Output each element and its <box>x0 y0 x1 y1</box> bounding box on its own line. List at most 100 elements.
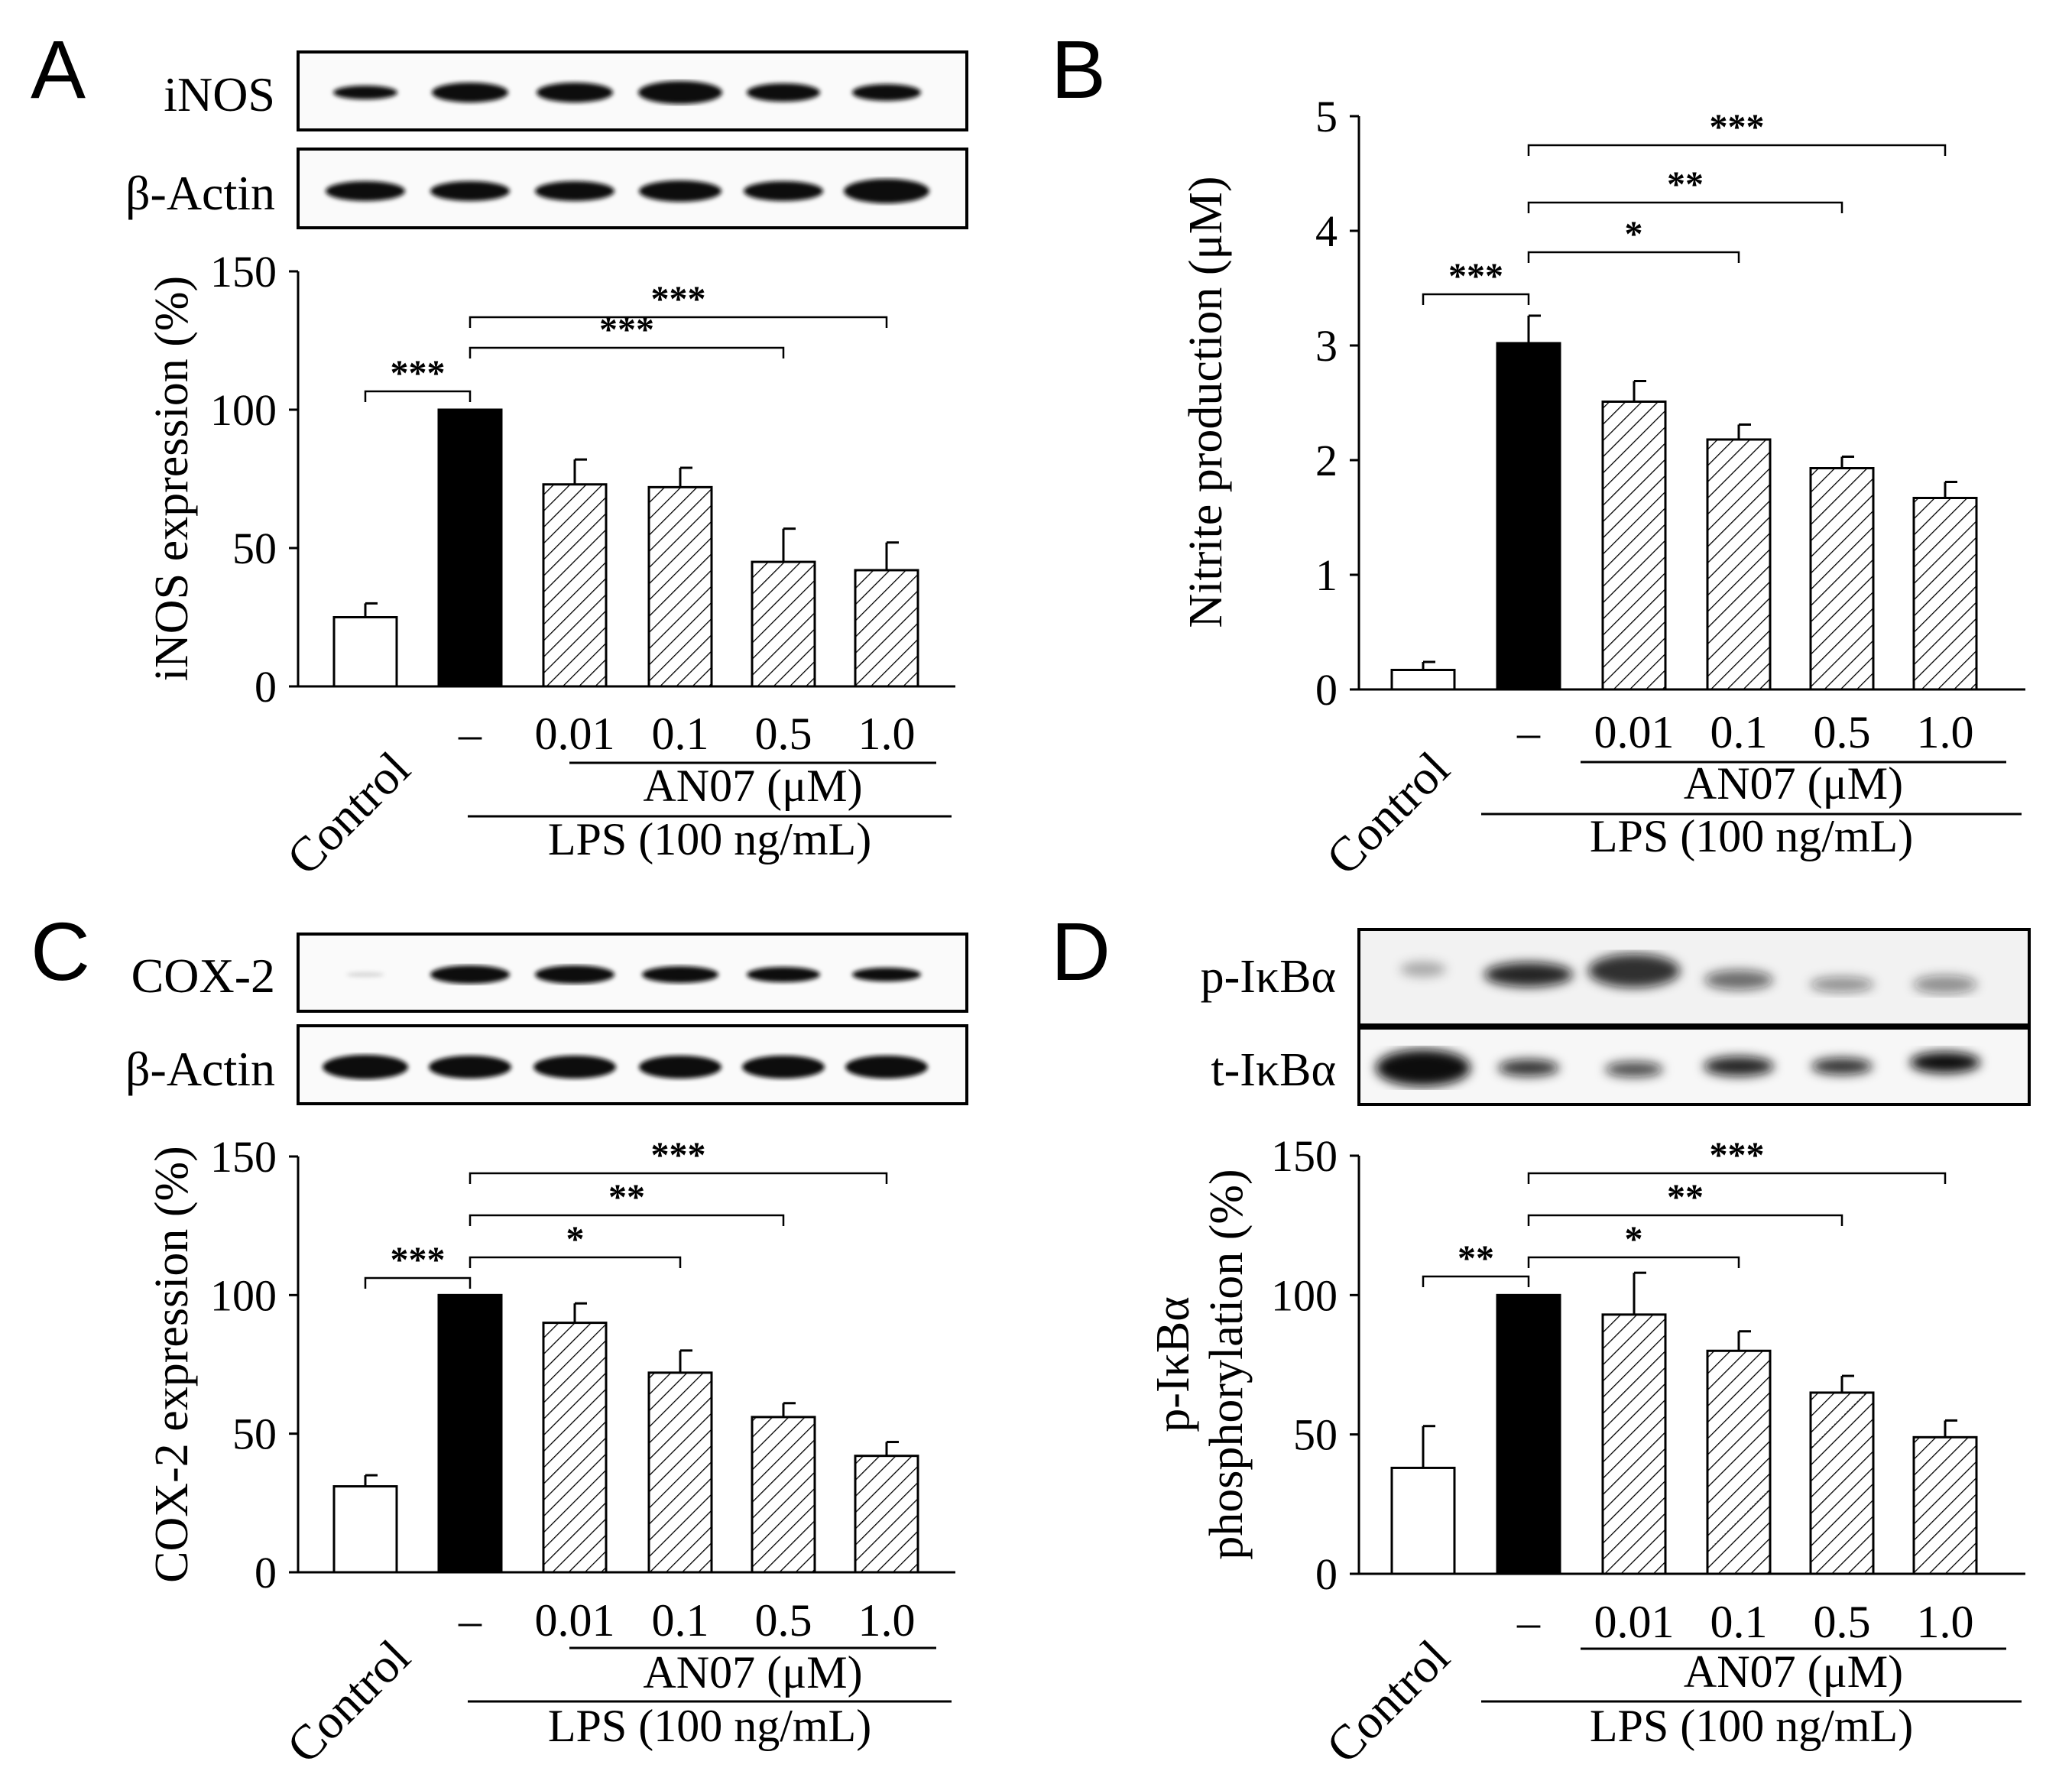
an07-label: AN07 (μM) <box>1684 758 1903 809</box>
significance-bracket <box>469 346 785 358</box>
blot-d-pikba <box>1357 928 2031 1027</box>
significance-bracket <box>469 316 888 328</box>
y-tick-label: 0 <box>255 662 277 712</box>
bar <box>751 560 816 688</box>
y-axis-label: Nitrite production (μM) <box>1180 176 1232 628</box>
significance-label: *** <box>1710 1135 1765 1176</box>
significance-bracket <box>1422 293 1530 305</box>
y-tick-label: 50 <box>1293 1410 1338 1460</box>
blot-label: iNOS <box>164 67 275 122</box>
y-tick-label: 150 <box>210 1132 277 1182</box>
x-tick-label: 0.5 <box>755 1595 812 1646</box>
panel-letter-a: A <box>31 23 86 115</box>
panel-letter-c: C <box>31 905 90 997</box>
significance-bracket <box>364 1276 472 1289</box>
x-tick-label: 0.5 <box>1814 707 1871 757</box>
bar <box>1496 1293 1561 1575</box>
y-tick-label: 100 <box>210 385 277 435</box>
x-tick-label: 0.01 <box>535 709 615 759</box>
bar <box>437 408 503 688</box>
significance-bracket <box>1527 1256 1740 1268</box>
bar <box>647 485 713 688</box>
significance-label: *** <box>1448 256 1503 297</box>
y-tick-label: 1 <box>1315 550 1338 600</box>
bar <box>1390 1466 1456 1575</box>
blot-label: β-Actin <box>125 1042 275 1096</box>
y-tick-label: 50 <box>232 524 277 573</box>
x-tick-label: – <box>1516 707 1541 757</box>
panel-letter-b: B <box>1051 23 1106 115</box>
blot-label: β-Actin <box>125 166 275 220</box>
panel-d-blots: p-IκBα t-IκBα <box>1201 928 2031 1106</box>
significance-bracket <box>364 390 472 402</box>
x-tick-label: Control <box>276 741 420 885</box>
x-tick-label: 1.0 <box>1917 1597 1974 1647</box>
lps-label: LPS (100 ng/mL) <box>1590 811 1913 861</box>
x-tick-label: Control <box>1315 1630 1459 1773</box>
x-tick-label: – <box>1516 1597 1541 1647</box>
y-tick-label: 3 <box>1315 321 1338 371</box>
x-tick-label: 0.01 <box>535 1595 615 1646</box>
x-tick-label: 1.0 <box>1917 707 1974 757</box>
significance-label: *** <box>651 1135 706 1176</box>
y-tick-label: 0 <box>1315 1549 1338 1599</box>
lps-label: LPS (100 ng/mL) <box>1590 1701 1913 1751</box>
y-axis-label: p-IκBα <box>1147 1296 1199 1432</box>
bar <box>854 569 919 688</box>
bar <box>1706 438 1772 691</box>
chart-b: 0 1 2 3 4 5 Nitrite production (μM) Control – 0.0… <box>1180 92 2025 885</box>
y-tick-label: 150 <box>210 247 277 297</box>
bar <box>1809 1391 1875 1575</box>
blot-label: COX-2 <box>131 949 275 1003</box>
significance-bracket <box>469 1214 785 1226</box>
bar <box>1601 401 1667 691</box>
lps-label: LPS (100 ng/mL) <box>548 1701 871 1751</box>
an07-label: AN07 (μM) <box>643 761 862 811</box>
panel-letter-d: D <box>1051 905 1111 997</box>
x-tick-label: 0.5 <box>755 709 812 759</box>
bar <box>332 1485 398 1574</box>
significance-label: * <box>566 1219 585 1260</box>
y-tick-label: 2 <box>1315 436 1338 485</box>
significance-label: ** <box>1667 1177 1704 1218</box>
x-tick-label: 0.1 <box>652 709 709 759</box>
bar <box>1601 1313 1667 1575</box>
y-tick-label: 50 <box>232 1409 277 1459</box>
y-tick-label: 100 <box>1271 1270 1338 1320</box>
y-tick-label: 4 <box>1315 206 1338 256</box>
significance-bracket <box>1422 1275 1530 1287</box>
significance-bracket <box>469 1172 888 1184</box>
significance-bracket <box>1527 144 1947 156</box>
x-tick-label: 0.01 <box>1594 707 1675 757</box>
an07-label: AN07 (μM) <box>643 1647 862 1698</box>
x-tick-label: Control <box>1315 741 1459 885</box>
x-tick-label: 1.0 <box>858 1595 916 1646</box>
significance-label: *** <box>391 353 446 394</box>
panel-c-blots: COX-2 β-Actin <box>125 933 968 1105</box>
significance-label: ** <box>1458 1238 1494 1279</box>
bar <box>332 616 398 688</box>
y-tick-label: 0 <box>1315 665 1338 715</box>
x-tick-label: 0.1 <box>652 1595 709 1646</box>
significance-bracket <box>1527 1172 1947 1184</box>
y-tick-label: 150 <box>1271 1131 1338 1181</box>
significance-label: ** <box>608 1177 645 1218</box>
bar <box>1809 467 1875 691</box>
significance-bracket <box>469 1256 682 1268</box>
y-tick-label: 0 <box>255 1548 277 1597</box>
lps-label: LPS (100 ng/mL) <box>548 814 871 864</box>
significance-label: *** <box>391 1240 446 1280</box>
blot-label: t-IκBα <box>1211 1044 1336 1096</box>
x-tick-label: 0.01 <box>1594 1597 1675 1647</box>
bar <box>1496 342 1561 691</box>
chart-d: 0 50 100 150 p-IκBα phosphorylation (%) Contro… <box>1147 1131 2025 1773</box>
y-axis-label: COX-2 expression (%) <box>146 1146 198 1583</box>
an07-label: AN07 (μM) <box>1684 1646 1903 1697</box>
x-tick-label: Control <box>276 1630 420 1773</box>
bar <box>751 1416 816 1574</box>
significance-label: *** <box>651 279 706 319</box>
bar <box>647 1371 713 1574</box>
